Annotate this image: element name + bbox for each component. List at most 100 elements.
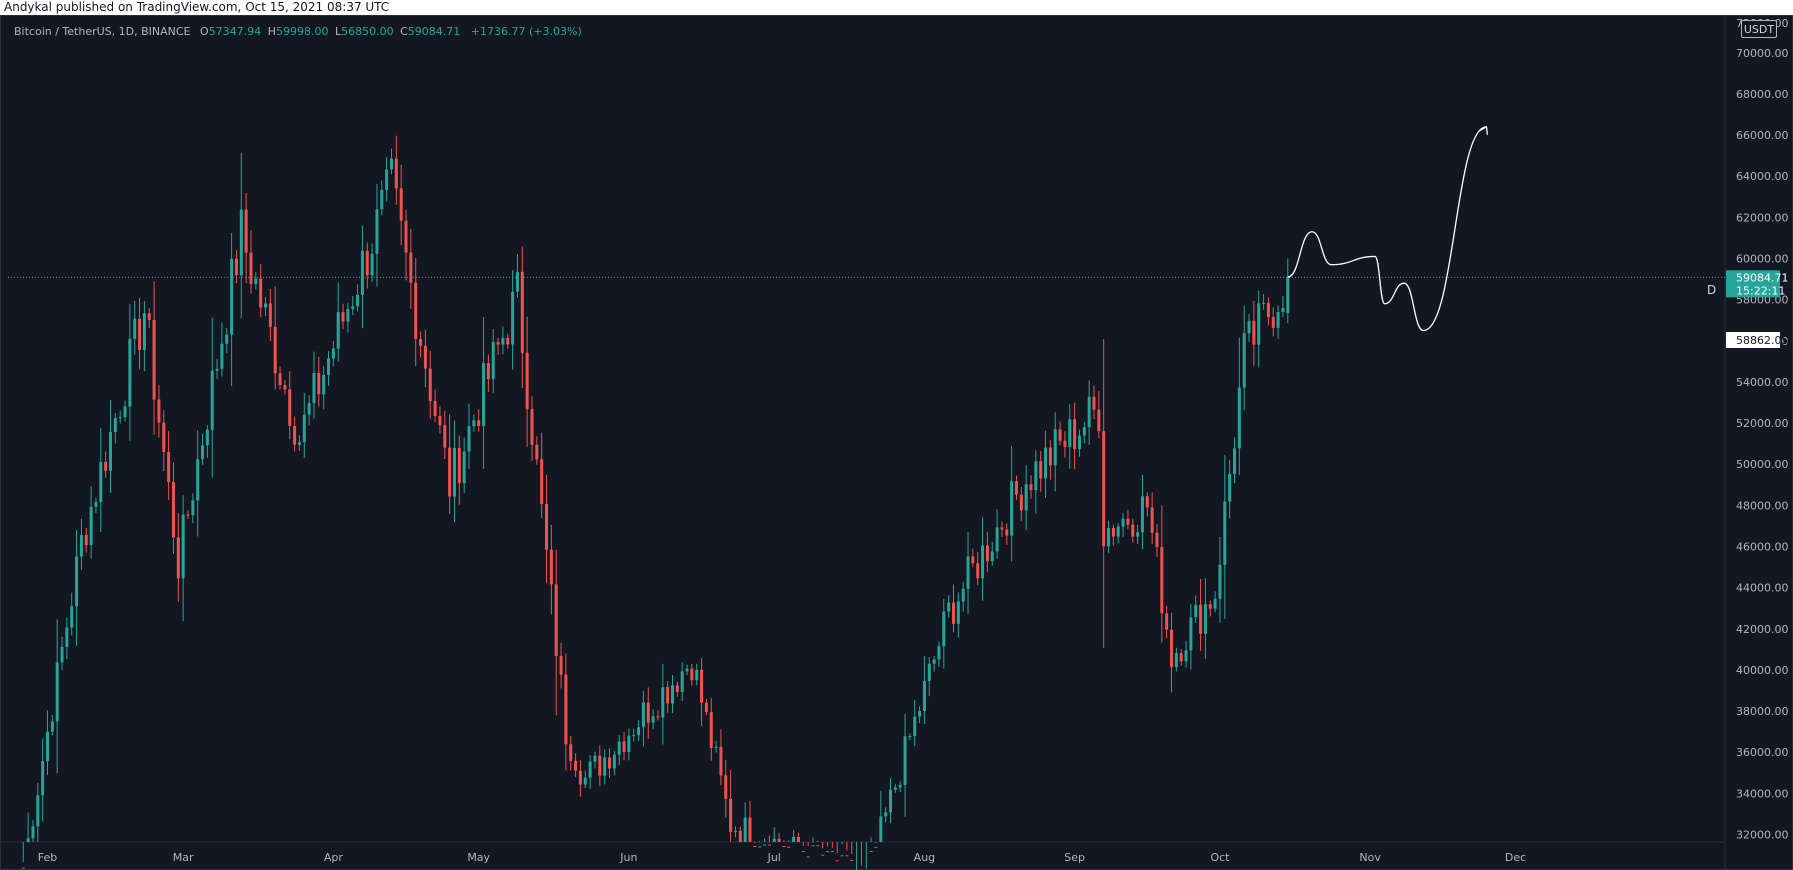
candle-body [360,250,364,295]
candle-body [1262,302,1266,304]
candle-body [704,702,708,713]
candle-body [700,669,704,703]
candle [898,781,902,793]
candle-body [1068,419,1072,447]
candle [84,527,88,553]
candle [1170,612,1174,693]
candle-body [1140,496,1144,533]
candle-body [1014,480,1018,495]
candle [772,827,776,842]
candle-body [709,712,713,749]
candle [840,842,844,857]
candle-body [627,735,631,753]
candle [637,719,641,741]
candle [1218,536,1222,623]
candle-body [622,741,626,753]
candle [651,709,655,730]
candle [627,728,631,761]
candle [409,228,413,309]
candle-body [99,462,103,503]
projection-drawing[interactable] [1287,126,1487,332]
candle [816,840,820,847]
candle-body [491,342,495,380]
candle-body [1107,528,1111,547]
y-tick-label: 68000.00 [1736,88,1789,101]
candle-body [1266,302,1270,318]
candle-body [947,602,951,612]
candle [821,842,825,856]
currency-button[interactable]: USDT [1741,20,1777,38]
candle-body [743,817,747,842]
candle-body [1155,532,1159,547]
candle-body [796,836,800,842]
candle [457,435,461,505]
candle-body [729,798,733,832]
candle-body [520,271,524,353]
candle-body [331,348,335,359]
candle [467,403,471,469]
candle [966,532,970,614]
crosshair-price-label: 58862.05 [1736,334,1789,347]
candle [1058,421,1062,446]
candle-body [632,735,636,737]
candle-body [1271,317,1275,328]
y-tick-label: 52000.00 [1736,417,1789,430]
y-tick-label: 32000.00 [1736,829,1789,842]
candle [215,358,219,380]
candle [186,510,190,520]
candle [244,193,248,284]
candle [763,838,767,846]
candle-body [230,258,234,335]
candle-body [327,358,331,375]
candle-body [1029,484,1033,491]
candle-body [259,278,263,308]
candle [729,769,733,842]
candle [918,705,922,724]
candle-body [1179,653,1183,662]
candle-body [336,312,340,349]
candle [375,183,379,287]
candle [927,657,931,697]
candle-body [893,787,897,790]
candle [515,253,519,298]
legend-symbol[interactable]: Bitcoin / TetherUS, 1D, BINANCE [14,25,191,38]
candle-body [399,188,403,221]
publish-attribution: Andykal published on TradingView.com, Oc… [0,0,1793,15]
candle [75,529,79,646]
candle [21,842,25,869]
candle-body [41,761,45,796]
candle-body [1189,617,1193,651]
candle [462,437,466,493]
candle [341,303,345,330]
candle-body [554,584,558,656]
legend-open-label: O [200,25,209,38]
candle [1126,509,1130,529]
candle-body [1048,447,1052,466]
candle [617,734,621,766]
candle-body [249,252,253,284]
candle-body [1223,501,1227,565]
candle [307,395,311,426]
candle [283,379,287,395]
candle-body [147,313,151,320]
candle-body [380,189,384,210]
candle [641,690,645,747]
legend-high-label: H [267,25,276,38]
candle-body [351,306,355,309]
y-tick-label: 66000.00 [1736,129,1789,142]
candle-body [981,545,985,579]
candle-body [1184,650,1188,662]
candle-body [210,370,214,430]
candle-body [511,291,515,345]
candle [317,356,321,407]
candle-body [346,308,350,322]
candle [414,258,418,366]
candle [922,656,926,724]
candle [1053,412,1057,492]
candle-body [1000,527,1004,530]
candle-body [152,319,156,400]
candle [297,435,301,451]
candle-body [966,556,970,589]
candle-body [569,744,573,761]
